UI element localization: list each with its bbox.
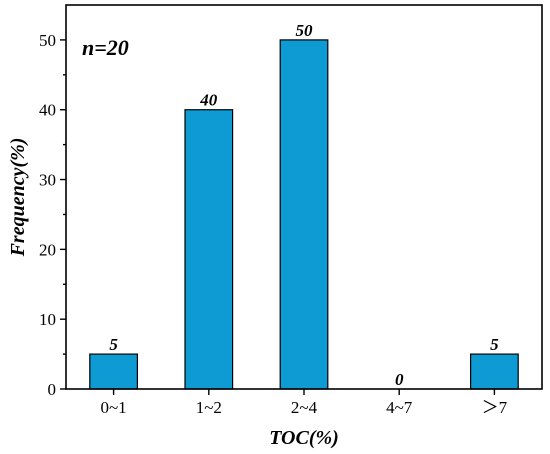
bar-2 — [279, 39, 329, 390]
y-tick-label-5: 50 — [39, 31, 56, 50]
bar-value-label-4: 5 — [490, 335, 499, 354]
x-axis-title: TOC(%) — [269, 427, 339, 449]
bar-labels-group: 5 40 50 0 5 — [109, 21, 499, 389]
bar-4 — [470, 353, 519, 390]
x-tick-label-1: 1~2 — [196, 398, 222, 417]
y-axis-ticks: 0 10 20 30 40 50 — [39, 31, 66, 399]
x-tick-label-2: 2~4 — [291, 398, 318, 417]
bar-value-label-2: 50 — [296, 21, 314, 40]
y-axis-title: Frequency(%) — [7, 138, 29, 258]
bars-group — [89, 39, 519, 390]
x-axis-ticks: 0~1 1~2 2~4 4~7 ＞7 — [100, 389, 508, 417]
y-tick-label-3: 30 — [39, 171, 56, 190]
x-tick-label-3: 4~7 — [386, 398, 413, 417]
bar-0 — [89, 353, 139, 390]
y-tick-label-4: 40 — [39, 101, 56, 120]
bar-value-label-0: 5 — [109, 335, 118, 354]
y-tick-label-0: 0 — [48, 380, 57, 399]
bar-1 — [184, 109, 234, 390]
x-tick-label-4: ＞7 — [482, 398, 508, 417]
x-tick-label-0: 0~1 — [100, 398, 126, 417]
sample-size-annotation: n=20 — [82, 35, 129, 60]
bar-value-label-3: 0 — [395, 370, 404, 389]
y-tick-label-1: 10 — [39, 310, 56, 329]
bar-value-label-1: 40 — [199, 91, 218, 110]
y-tick-label-2: 20 — [39, 240, 56, 259]
